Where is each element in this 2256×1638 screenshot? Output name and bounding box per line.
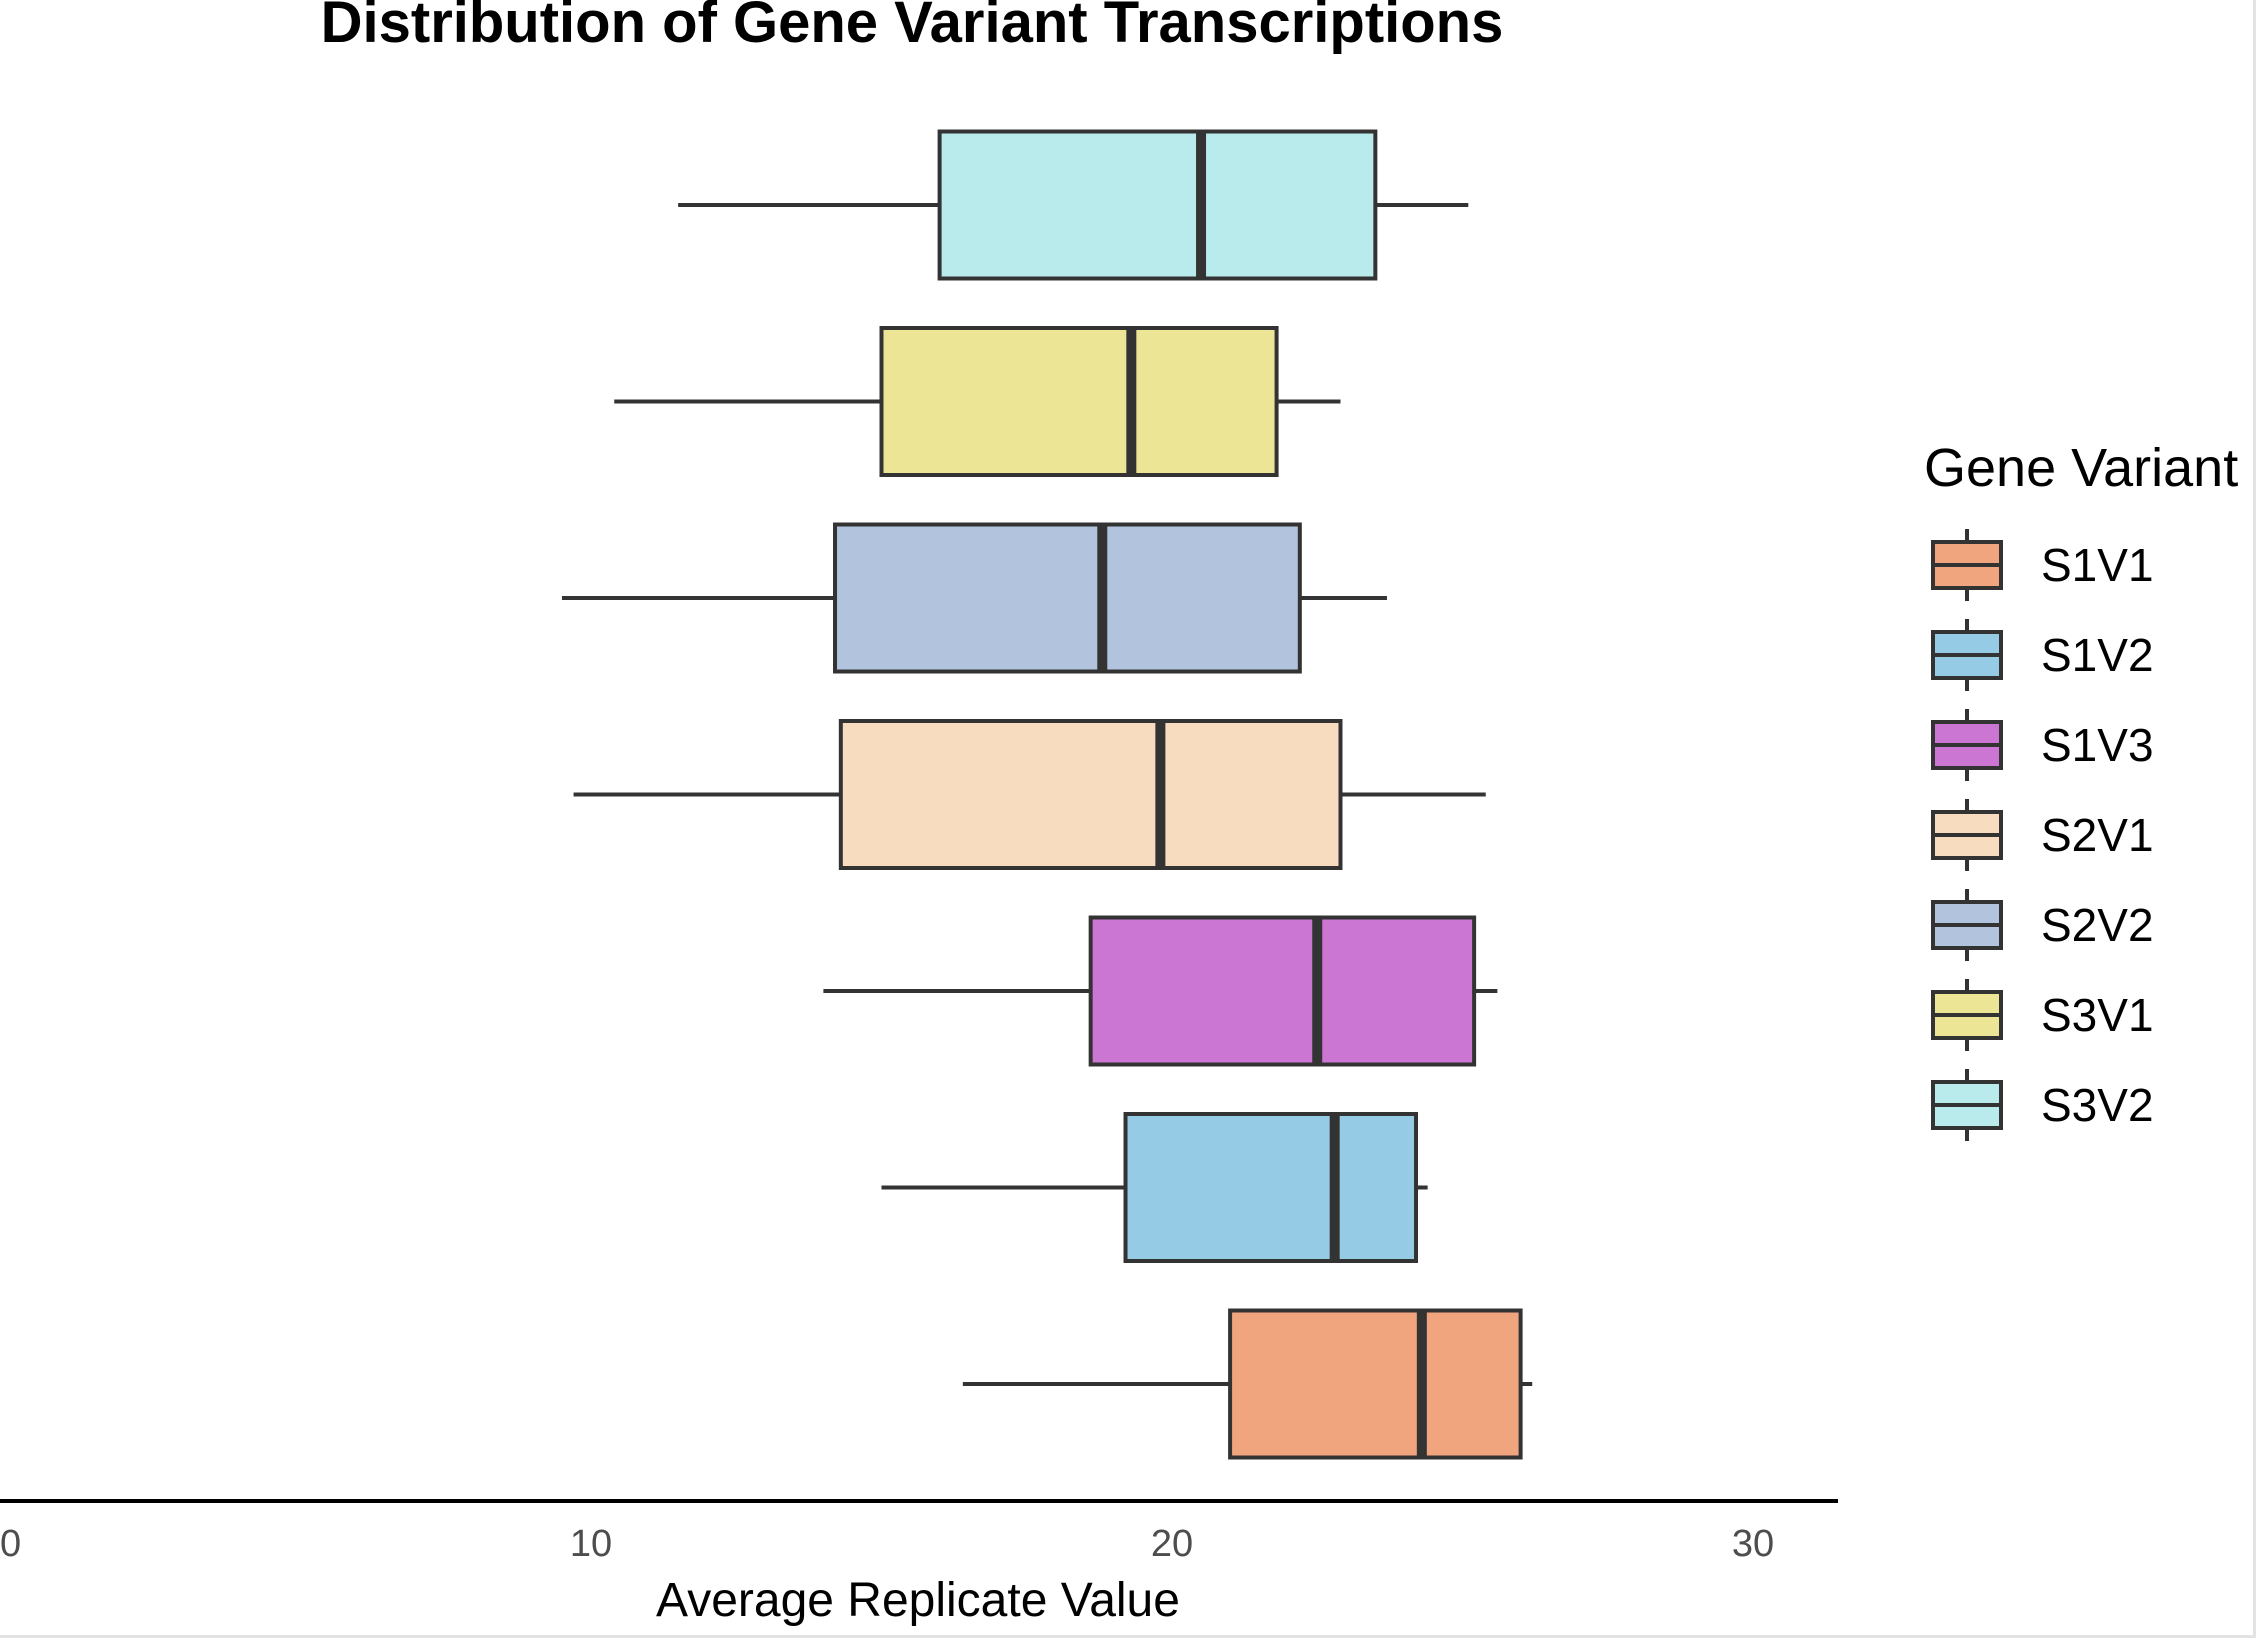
box-s3v1	[614, 326, 1341, 477]
box-group	[561, 129, 1533, 1460]
legend-label-s2v1: S2V1	[2041, 809, 2154, 861]
box-s1v2	[881, 1112, 1428, 1263]
box-body-s1v1	[1228, 1308, 1523, 1460]
frame-edge-bottom	[0, 1635, 2256, 1638]
x-tick-label: 10	[570, 1523, 612, 1565]
legend-label-s3v2: S3V2	[2041, 1079, 2154, 1131]
box-body-s2v1	[838, 719, 1343, 870]
x-tick-label: 20	[1151, 1523, 1193, 1565]
legend-label-s1v3: S1V3	[2041, 719, 2154, 771]
legend: S1V1 S1V2 S1V3 S2V1 S2V2 S3V1 S3V2	[1931, 529, 2154, 1141]
x-tick-labels: 0 10 20 30	[0, 1523, 1774, 1565]
box-s2v1	[573, 719, 1486, 870]
box-s1v3	[823, 915, 1498, 1067]
legend-label-s1v2: S1V2	[2041, 629, 2154, 681]
box-body-s1v2	[1123, 1112, 1419, 1263]
legend-title: Gene Variant	[1924, 438, 2238, 498]
frame-edge-right	[2253, 0, 2256, 1638]
chart-title: Distribution of Gene Variant Transcripti…	[321, 0, 1504, 55]
box-body-s1v3	[1088, 915, 1477, 1067]
legend-label-s3v1: S3V1	[2041, 989, 2154, 1041]
x-tick-label: 0	[0, 1523, 21, 1565]
legend-item-s3v1: S3V1	[1931, 979, 2154, 1051]
box-s3v2	[678, 129, 1469, 281]
box-body-s3v2	[937, 129, 1378, 281]
legend-label-s1v1: S1V1	[2041, 539, 2154, 591]
legend-item-s1v3: S1V3	[1931, 709, 2154, 781]
legend-item-s2v1: S2V1	[1931, 799, 2154, 871]
legend-item-s2v2: S2V2	[1931, 889, 2154, 961]
x-axis-label: Average Replicate Value	[656, 1574, 1180, 1627]
legend-item-s1v2: S1V2	[1931, 619, 2154, 691]
legend-item-s3v2: S3V2	[1931, 1069, 2154, 1141]
box-s2v2	[561, 522, 1387, 674]
x-tick-label: 30	[1732, 1523, 1774, 1565]
legend-item-s1v1: S1V1	[1931, 529, 2154, 601]
box-body-s2v2	[833, 522, 1302, 674]
box-body-s3v1	[879, 326, 1279, 477]
box-s1v1	[962, 1308, 1533, 1460]
legend-label-s2v2: S2V2	[2041, 899, 2154, 951]
